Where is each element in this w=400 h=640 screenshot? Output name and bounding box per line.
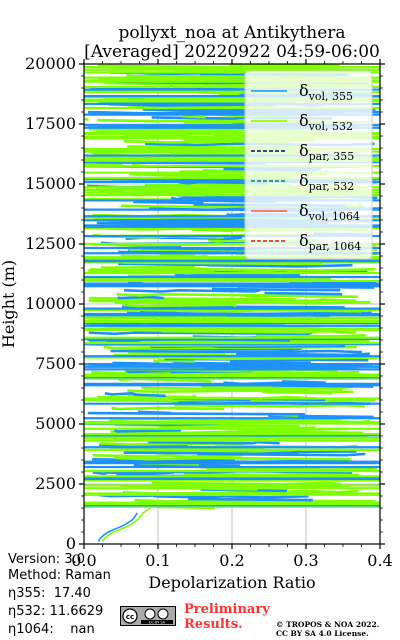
noise-band xyxy=(127,389,354,394)
chart-title-line-2: [Averaged] 20220922 04:59-06:00 xyxy=(84,42,380,62)
svg-text:cc: cc xyxy=(126,613,134,621)
noise-band xyxy=(117,295,164,300)
noise-band xyxy=(151,481,342,486)
x-tick-label-4: 0.4 xyxy=(367,551,392,570)
preliminary-line-2: Results. xyxy=(184,617,243,632)
eta355-text: η355: 17.40 xyxy=(8,586,91,601)
y-tick-label-2: 5000 xyxy=(35,414,76,433)
noise-band xyxy=(90,267,376,272)
noise-band xyxy=(92,471,175,476)
y-tick-label-0: 0 xyxy=(66,534,76,553)
noise-band xyxy=(181,114,206,119)
noise-band xyxy=(84,277,331,281)
noise-band xyxy=(84,162,123,167)
cc-license-icon: cc CC BY SA xyxy=(120,606,176,626)
noise-band xyxy=(131,450,357,454)
noise-band xyxy=(96,129,239,134)
y-tick-label-7: 17500 xyxy=(25,114,76,133)
noise-band xyxy=(173,403,366,408)
noise-band xyxy=(116,292,291,297)
noise-band xyxy=(84,117,89,122)
legend-label-3: δpar, 532 xyxy=(299,171,354,193)
noise-band xyxy=(211,287,341,292)
noise-band xyxy=(229,360,312,365)
noise-band xyxy=(183,472,360,477)
noise-band xyxy=(202,168,243,173)
noise-band xyxy=(264,291,343,296)
x-tick-label-2: 0.2 xyxy=(219,551,244,570)
y-tick-label-1: 2500 xyxy=(35,474,76,493)
noise-band xyxy=(282,380,326,384)
noise-band xyxy=(126,73,336,78)
y-axis-label: Height (m) xyxy=(0,260,18,348)
noise-band xyxy=(111,406,225,411)
noise-band xyxy=(92,453,243,458)
noise-band xyxy=(88,331,313,336)
noise-band xyxy=(159,253,196,258)
noise-band xyxy=(153,494,309,499)
copyright-line-2: CC BY SA 4.0 License. xyxy=(276,629,369,638)
noise-band xyxy=(110,349,363,354)
noise-band xyxy=(110,430,364,435)
x-tick-label-1: 0.1 xyxy=(145,551,170,570)
series-line-0 xyxy=(98,512,138,542)
eta532-text: η532: 11.6629 xyxy=(8,604,104,619)
noise-band xyxy=(114,456,351,461)
legend-label-4: δvol, 1064 xyxy=(299,201,360,223)
noise-band xyxy=(122,303,237,308)
y-tick-label-6: 15000 xyxy=(25,174,76,193)
noise-band xyxy=(207,263,353,268)
noise-band xyxy=(229,63,340,68)
noise-band xyxy=(128,351,226,355)
noise-band xyxy=(133,463,241,468)
noise-band xyxy=(147,440,280,445)
legend-label-5: δpar, 1064 xyxy=(299,231,361,253)
legend-label-2: δpar, 355 xyxy=(299,141,354,163)
noise-band xyxy=(188,497,313,502)
noise-band xyxy=(100,265,195,270)
noise-band xyxy=(133,393,166,398)
noise-band xyxy=(104,391,137,396)
version-text: Version: 3.0 xyxy=(8,552,85,567)
y-tick-label-4: 10000 xyxy=(25,294,76,313)
svg-text:CC BY SA: CC BY SA xyxy=(149,621,166,625)
y-tick-label-8: 20000 xyxy=(25,54,76,73)
method-text: Method: Raman xyxy=(8,568,111,583)
preliminary-line-1: Preliminary xyxy=(184,602,270,617)
y-tick-label-3: 7500 xyxy=(35,354,76,373)
legend-label-0: δvol, 355 xyxy=(299,81,353,103)
axes: 0.0 0.1 0.2 0.3 0.4 0 2500 5000 7500 10000 12500 15… xyxy=(25,54,393,570)
noise-band xyxy=(118,262,229,267)
noise-band xyxy=(140,310,177,314)
x-tick-label-3: 0.3 xyxy=(293,551,318,570)
preliminary-results-label: Preliminary Results. xyxy=(184,602,270,632)
noise-band xyxy=(235,352,370,357)
noise-band xyxy=(161,329,357,334)
noise-band xyxy=(87,411,305,416)
noise-band xyxy=(176,266,209,271)
noise-band xyxy=(152,358,195,363)
legend-box xyxy=(244,70,373,260)
noise-band xyxy=(92,458,235,462)
y-tick-label-5: 12500 xyxy=(25,234,76,253)
x-tick-label-0: 0.0 xyxy=(71,551,96,570)
noise-band xyxy=(133,200,204,205)
noise-band xyxy=(256,333,366,338)
copyright-text: © TROPOS & NOA 2022. CC BY SA 4.0 Licens… xyxy=(276,620,379,638)
noise-band xyxy=(91,370,360,375)
legend: δvol, 355 δvol, 532 δpar, 355 δpar, 532 δvol… xyxy=(244,70,373,260)
legend-label-1: δvol, 532 xyxy=(299,111,353,133)
x-axis-label: Depolarization Ratio xyxy=(148,573,315,592)
noise-band xyxy=(248,489,359,494)
noise-band xyxy=(123,288,260,293)
copyright-line-1: © TROPOS & NOA 2022. xyxy=(276,620,380,629)
noise-band xyxy=(174,273,301,278)
series-line-1 xyxy=(101,507,152,543)
chart-title-line-1: pollyxt_noa at Antikythera xyxy=(118,23,345,43)
noise-band xyxy=(113,428,182,433)
noise-band xyxy=(138,410,172,415)
eta1064-text: η1064: nan xyxy=(8,622,95,637)
